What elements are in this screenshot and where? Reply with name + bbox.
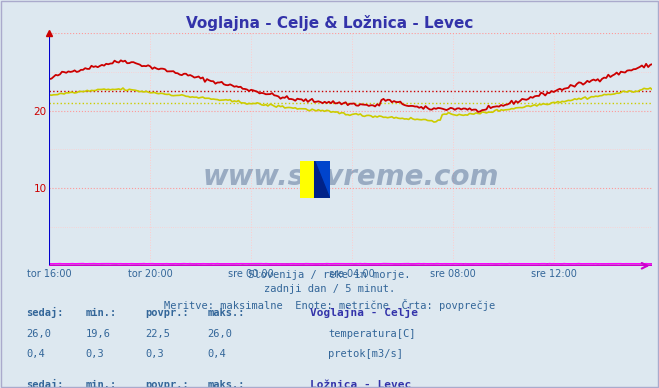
Text: povpr.:: povpr.: bbox=[145, 379, 188, 388]
Text: Ložnica - Levec: Ložnica - Levec bbox=[310, 379, 411, 388]
Polygon shape bbox=[315, 161, 330, 198]
Text: sedaj:: sedaj: bbox=[26, 307, 64, 318]
Text: sedaj:: sedaj: bbox=[26, 379, 64, 388]
Text: Meritve: maksimalne  Enote: metrične  Črta: povprečje: Meritve: maksimalne Enote: metrične Črta… bbox=[164, 299, 495, 311]
Text: 0,3: 0,3 bbox=[145, 349, 163, 359]
Text: Voglajna - Celje & Ložnica - Levec: Voglajna - Celje & Ložnica - Levec bbox=[186, 15, 473, 31]
Text: 0,4: 0,4 bbox=[208, 349, 226, 359]
Text: 26,0: 26,0 bbox=[208, 329, 233, 339]
Text: 19,6: 19,6 bbox=[86, 329, 111, 339]
Text: povpr.:: povpr.: bbox=[145, 308, 188, 318]
Text: Slovenija / reke in morje.: Slovenija / reke in morje. bbox=[248, 270, 411, 280]
Text: 0,3: 0,3 bbox=[86, 349, 104, 359]
Text: Voglajna - Celje: Voglajna - Celje bbox=[310, 307, 418, 318]
Bar bbox=[315, 161, 330, 198]
Text: temperatura[C]: temperatura[C] bbox=[328, 329, 416, 339]
Text: maks.:: maks.: bbox=[208, 379, 245, 388]
Text: www.si-vreme.com: www.si-vreme.com bbox=[203, 163, 499, 191]
Polygon shape bbox=[315, 161, 330, 198]
Text: 22,5: 22,5 bbox=[145, 329, 170, 339]
Text: maks.:: maks.: bbox=[208, 308, 245, 318]
Text: zadnji dan / 5 minut.: zadnji dan / 5 minut. bbox=[264, 284, 395, 294]
Text: pretok[m3/s]: pretok[m3/s] bbox=[328, 349, 403, 359]
Bar bbox=[300, 161, 315, 198]
Text: 0,4: 0,4 bbox=[26, 349, 45, 359]
Text: 26,0: 26,0 bbox=[26, 329, 51, 339]
Text: min.:: min.: bbox=[86, 379, 117, 388]
Text: min.:: min.: bbox=[86, 308, 117, 318]
